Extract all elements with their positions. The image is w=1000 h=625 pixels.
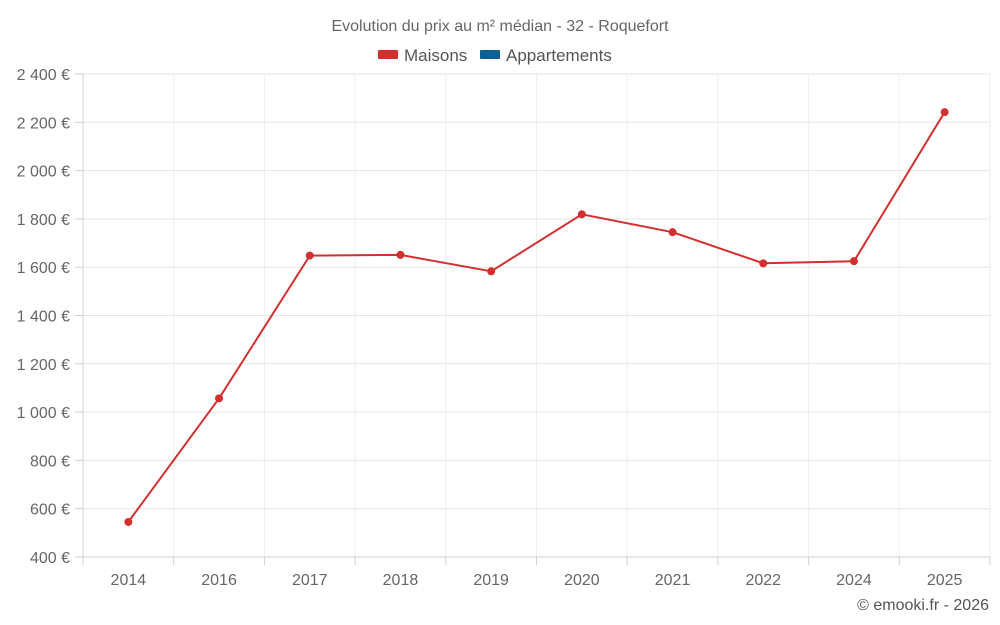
data-point-maisons[interactable] [668,228,677,237]
data-point-maisons[interactable] [124,517,133,526]
grid [82,73,991,558]
x-axis-labels: 2014 2016 2017 2018 2019 2020 2021 2022 2024 2025 [111,572,963,589]
x-tick-label: 2021 [655,572,691,589]
x-tick-label: 2014 [111,572,147,589]
y-axis-labels: 400 € 600 € 800 € 1 000 € 1 200 € 1 400 € 1 60… [17,67,70,567]
data-point-maisons[interactable] [577,210,586,219]
data-point-maisons[interactable] [759,259,768,268]
axes [75,73,991,565]
y-tick-label: 400 € [30,550,70,567]
y-tick-label: 2 400 € [17,67,70,84]
legend: Maisons Appartements [378,46,612,65]
data-point-maisons[interactable] [940,108,949,117]
legend-label-maisons: Maisons [404,46,467,65]
data-point-maisons[interactable] [487,267,496,276]
x-tick-label: 2022 [745,572,781,589]
legend-label-appartements: Appartements [506,46,612,65]
x-tick-label: 2019 [473,572,509,589]
series-layer [124,108,949,526]
y-tick-label: 1 000 € [17,405,70,422]
data-point-maisons[interactable] [215,394,224,403]
chart-title: Evolution du prix au m² médian - 32 - Ro… [331,18,669,35]
x-tick-label: 2025 [927,572,963,589]
x-tick-label: 2018 [383,572,419,589]
data-point-maisons[interactable] [849,257,858,266]
y-tick-label: 1 800 € [17,212,70,229]
y-tick-label: 1 600 € [17,260,70,277]
y-tick-label: 1 400 € [17,309,70,326]
x-tick-label: 2020 [564,572,600,589]
x-tick-label: 2024 [836,572,872,589]
y-tick-label: 800 € [30,453,70,470]
data-point-maisons[interactable] [396,250,405,259]
y-tick-label: 2 000 € [17,164,70,181]
y-tick-label: 600 € [30,502,70,519]
legend-item-appartements[interactable]: Appartements [480,46,612,65]
legend-item-maisons[interactable]: Maisons [378,46,467,65]
x-tick-label: 2017 [292,572,328,589]
data-point-maisons[interactable] [305,251,314,260]
legend-swatch-appartements [480,50,500,59]
copyright-text: © emooki.fr - 2026 [857,597,989,614]
series-line-maisons [127,111,946,523]
y-tick-label: 1 200 € [17,357,70,374]
y-tick-label: 2 200 € [17,115,70,132]
x-tick-label: 2016 [201,572,237,589]
legend-swatch-maisons [378,50,398,59]
